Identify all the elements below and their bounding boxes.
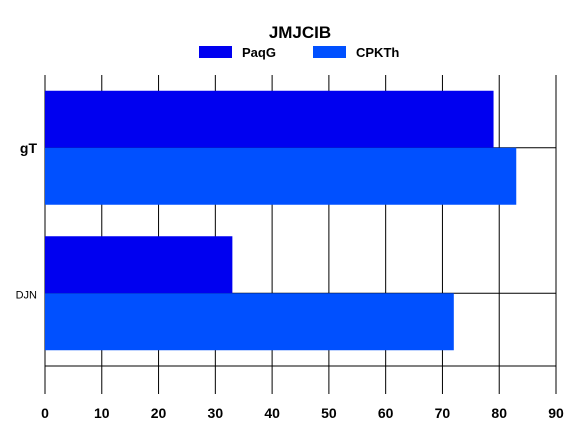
legend-swatch-paqg bbox=[199, 46, 232, 58]
legend-swatch-cpkth bbox=[313, 46, 346, 58]
legend-label-paqg: PaqG bbox=[242, 45, 276, 60]
chart-title: JMJCIB bbox=[269, 23, 331, 42]
bar-paqg-djn bbox=[45, 236, 233, 294]
x-tick-label: 60 bbox=[378, 405, 394, 421]
x-tick-label: 20 bbox=[151, 405, 167, 421]
x-tick-label: 80 bbox=[491, 405, 507, 421]
x-tick-label: 30 bbox=[208, 405, 224, 421]
bars bbox=[45, 90, 517, 351]
bar-cpkth-gt bbox=[45, 147, 517, 205]
x-axis: 0 10 20 30 40 50 60 70 80 90 bbox=[41, 365, 564, 421]
legend-label-cpkth: CPKTh bbox=[356, 45, 399, 60]
y-tick-label: gT bbox=[20, 140, 38, 156]
bar-paqg-gt bbox=[45, 90, 494, 148]
x-tick-label: 10 bbox=[94, 405, 110, 421]
y-tick-label: DJN bbox=[16, 289, 37, 301]
legend: PaqG CPKTh bbox=[199, 45, 399, 60]
x-tick-label: 70 bbox=[435, 405, 451, 421]
x-tick-label: 40 bbox=[264, 405, 280, 421]
y-axis: gT DJN bbox=[16, 140, 38, 302]
x-tick-label: 90 bbox=[548, 405, 564, 421]
bar-cpkth-djn bbox=[45, 293, 454, 351]
x-tick-label: 0 bbox=[41, 405, 49, 421]
x-tick-label: 50 bbox=[321, 405, 337, 421]
